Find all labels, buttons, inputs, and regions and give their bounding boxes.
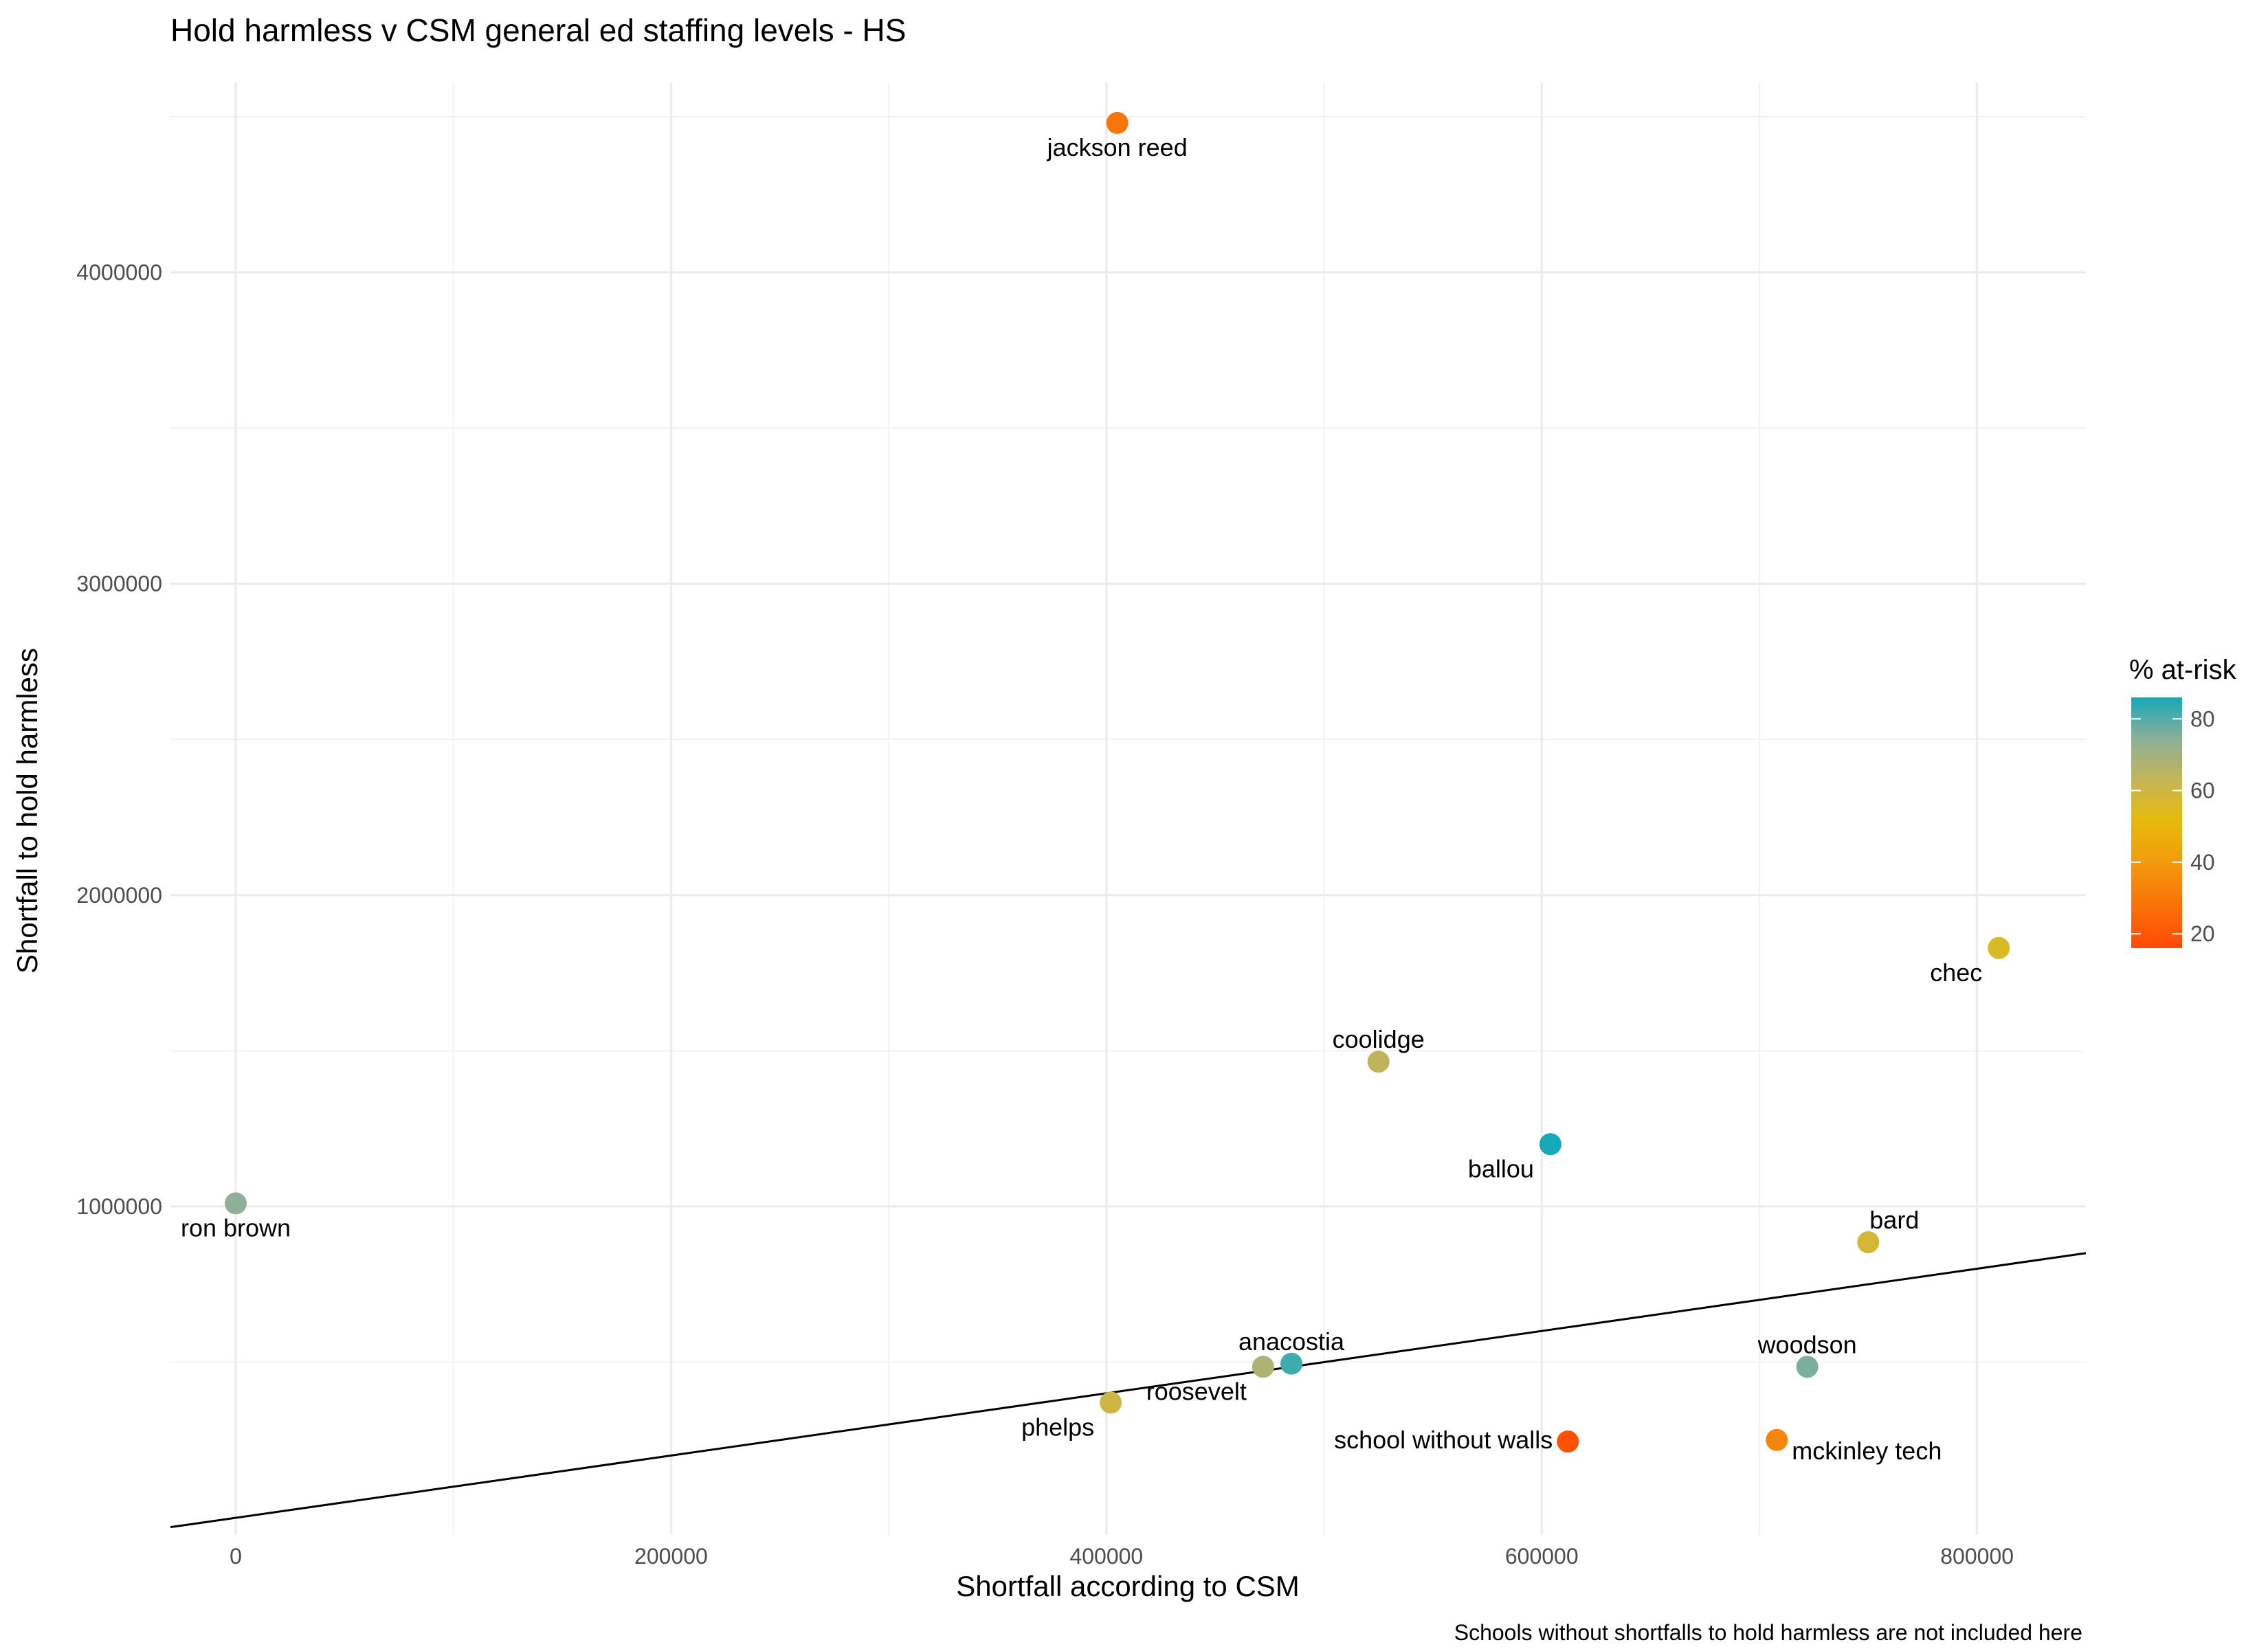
point-label: school without walls <box>1334 1426 1553 1454</box>
data-point <box>1100 1391 1122 1414</box>
minor-gridlines <box>170 82 2086 1535</box>
point-label: ballou <box>1468 1154 1534 1182</box>
y-axis-label: Shortfall to hold harmless <box>11 648 43 974</box>
point-label: phelps <box>1021 1413 1094 1441</box>
point-label: chec <box>1930 958 1982 987</box>
colorbar-legend: % at-risk 20 40 60 80 <box>2129 655 2237 948</box>
data-point <box>225 1192 247 1215</box>
chart-title: Hold harmless v CSM general ed staffing … <box>170 12 906 48</box>
data-point <box>1857 1231 1880 1254</box>
reference-line-layer <box>170 1252 2086 1529</box>
data-point <box>1557 1431 1579 1453</box>
legend-title: % at-risk <box>2129 655 2237 685</box>
y-axis-ticks: 1000000 2000000 3000000 4000000 <box>76 260 162 1218</box>
data-point <box>1766 1428 1788 1451</box>
point-label: anacostia <box>1238 1327 1345 1356</box>
chart-caption: Schools without shortfalls to hold harml… <box>1454 1620 2082 1645</box>
data-point <box>1796 1356 1819 1378</box>
colorbar-tick-label: 80 <box>2190 706 2215 731</box>
data-point <box>1280 1352 1303 1375</box>
point-label: jackson reed <box>1047 133 1188 161</box>
y-tick-label: 3000000 <box>76 572 162 596</box>
x-axis-ticks: 0 200000 400000 600000 800000 <box>230 1544 2014 1569</box>
point-labels-layer: jackson reed chec coolidge ballou ron brown b… <box>181 133 1982 1465</box>
y-tick-label: 1000000 <box>76 1194 162 1219</box>
colorbar-tick-label: 20 <box>2190 921 2215 946</box>
x-tick-label: 0 <box>230 1544 242 1569</box>
data-point <box>1106 111 1129 134</box>
points-layer <box>225 111 2010 1453</box>
point-label: mckinley tech <box>1792 1437 1942 1465</box>
major-gridlines <box>170 82 2086 1535</box>
identity-line <box>170 1252 2086 1529</box>
colorbar-ticks: 20 40 60 80 <box>2131 706 2215 946</box>
y-tick-label: 4000000 <box>76 260 162 284</box>
data-point <box>1367 1051 1390 1073</box>
colorbar <box>2131 697 2182 948</box>
point-label: coolidge <box>1333 1025 1425 1053</box>
colorbar-tick-label: 60 <box>2190 778 2215 803</box>
x-tick-label: 400000 <box>1069 1544 1143 1569</box>
y-tick-label: 2000000 <box>76 883 162 908</box>
point-label: woodson <box>1757 1330 1857 1358</box>
x-tick-label: 800000 <box>1940 1544 2014 1569</box>
point-label: ron brown <box>181 1213 291 1242</box>
x-axis-label: Shortfall according to CSM <box>956 1570 1300 1602</box>
data-point <box>1539 1133 1561 1156</box>
data-point <box>1988 936 2010 959</box>
colorbar-tick-label: 40 <box>2190 850 2215 875</box>
point-label: bard <box>1869 1206 1919 1234</box>
point-label: roosevelt <box>1146 1377 1247 1405</box>
x-tick-label: 600000 <box>1505 1544 1579 1569</box>
x-tick-label: 200000 <box>634 1544 708 1569</box>
data-point <box>1252 1356 1274 1378</box>
